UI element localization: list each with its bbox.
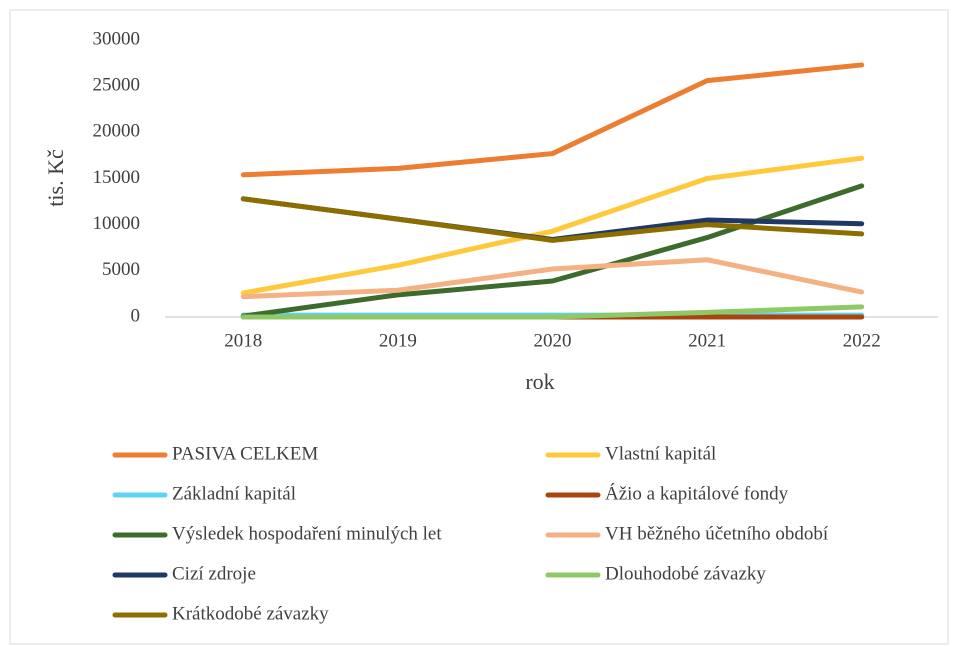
x-tick-label: 2018 [224,330,262,351]
legend-label: VH běžného účetního období [605,523,829,544]
y-tick-label: 30000 [93,28,141,49]
chart-frame [9,9,949,645]
legend-label: Cizí zdroje [172,563,256,584]
y-tick-label: 0 [131,305,141,326]
legend-label: Vlastní kapitál [605,443,716,464]
series-line [240,196,865,243]
legend-label: Základní kapitál [172,483,296,504]
y-tick-label: 5000 [102,259,140,280]
y-axis-title: tis. Kč [43,149,68,207]
series-line [240,257,865,300]
x-tick-label: 2022 [843,330,881,351]
y-tick-label: 15000 [93,167,141,188]
legend-label: Výsledek hospodaření minulých let [172,523,442,544]
x-tick-label: 2021 [688,330,726,351]
legend-label: Ážio a kapitálové fondy [605,482,789,504]
x-tick-label: 2019 [379,330,417,351]
y-tick-label: 20000 [93,121,141,142]
series-line [240,155,865,296]
y-tick-label: 25000 [93,75,141,96]
series-line [240,304,865,320]
x-tick-label: 2020 [534,330,572,351]
legend-label: Krátkodobé závazky [172,603,329,624]
series-line [240,62,865,178]
x-axis-title: rok [525,369,554,394]
y-tick-label: 10000 [93,213,141,234]
legend-label: PASIVA CELKEM [172,443,318,464]
legend-label: Dlouhodobé závazky [605,563,766,584]
